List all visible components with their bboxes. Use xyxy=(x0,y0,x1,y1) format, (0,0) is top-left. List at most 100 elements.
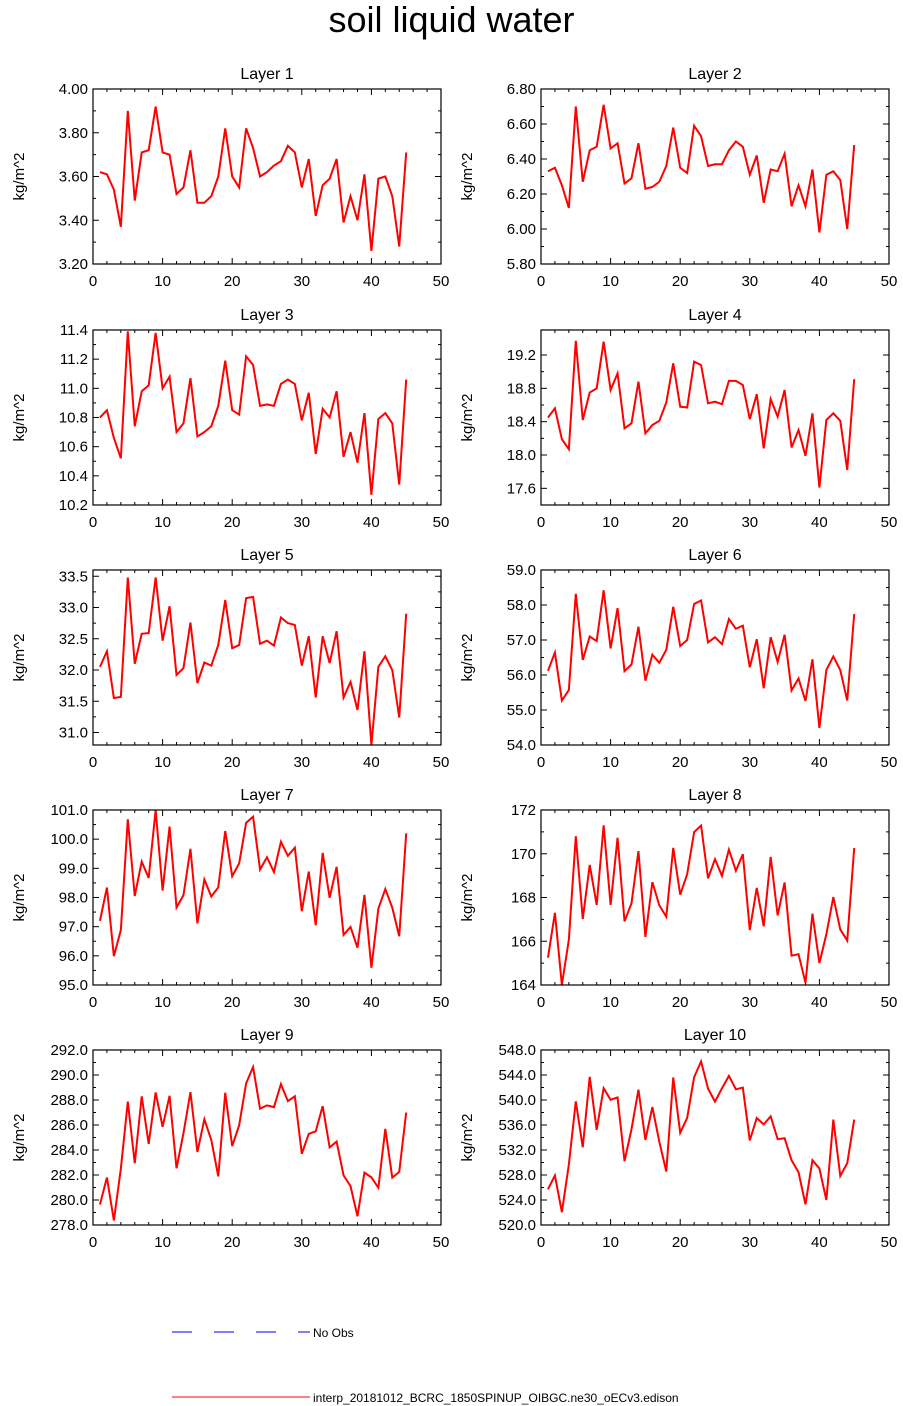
plot-frame xyxy=(92,88,442,265)
panel-title: Layer 2 xyxy=(688,66,741,83)
chart-panel-5: Layer 5 kg/m^2 0 10 20 30 40 50 31.0 31.5 32.0 32.5… xyxy=(11,547,449,771)
plot-frame xyxy=(92,809,442,986)
y-tick-label: 278.0 xyxy=(50,1217,88,1234)
y-axis-label: kg/m^2 xyxy=(459,1114,476,1162)
y-tick-label: 98.0 xyxy=(59,890,88,907)
panel-title: Layer 5 xyxy=(240,547,293,564)
y-tick-label: 18.8 xyxy=(507,380,536,397)
x-tick-label: 50 xyxy=(881,273,898,290)
y-tick-label: 6.60 xyxy=(507,116,536,133)
y-tick-label: 170 xyxy=(511,846,536,863)
y-tick-label: 528.0 xyxy=(498,1167,536,1184)
series-line-1 xyxy=(98,1063,408,1221)
series-line-1 xyxy=(99,577,408,746)
series-line-1 xyxy=(547,340,856,488)
x-tick-label: 0 xyxy=(537,1234,545,1251)
chart-panel-10: Layer 10 kg/m^2 0 10 20 30 40 50 520.0 524.0 528.0… xyxy=(459,1027,897,1251)
x-tick-label: 40 xyxy=(363,514,380,531)
y-tick-label: 95.0 xyxy=(59,977,88,994)
y-tick-label: 17.6 xyxy=(507,480,536,497)
y-tick-label: 532.0 xyxy=(498,1142,536,1159)
y-axis-label: kg/m^2 xyxy=(459,634,476,682)
y-axis-label: kg/m^2 xyxy=(459,153,476,201)
series-line-1 xyxy=(99,106,408,251)
x-tick-label: 30 xyxy=(293,994,310,1011)
y-tick-label: 544.0 xyxy=(498,1067,536,1084)
y-tick-label: 280.0 xyxy=(50,1192,88,1209)
x-tick-label: 20 xyxy=(672,994,689,1011)
y-tick-label: 55.0 xyxy=(507,702,536,719)
y-tick-label: 172 xyxy=(511,802,536,819)
x-tick-label: 40 xyxy=(811,994,828,1011)
x-tick-label: 0 xyxy=(89,1234,97,1251)
x-tick-label: 0 xyxy=(537,994,545,1011)
y-tick-label: 286.0 xyxy=(50,1117,88,1134)
y-tick-label: 284.0 xyxy=(50,1142,88,1159)
x-tick-label: 20 xyxy=(224,514,241,531)
y-tick-label: 11.2 xyxy=(60,351,88,368)
chart-panel-9: Layer 9 kg/m^2 0 10 20 30 40 50 278.0 280.0 282.0 2… xyxy=(11,1027,449,1251)
y-tick-label: 536.0 xyxy=(498,1117,536,1134)
y-tick-label: 18.0 xyxy=(507,447,536,464)
y-tick-label: 6.40 xyxy=(507,151,536,168)
x-tick-label: 10 xyxy=(602,754,619,771)
x-tick-label: 50 xyxy=(433,1234,450,1251)
y-axis-label: kg/m^2 xyxy=(11,394,28,442)
y-tick-label: 548.0 xyxy=(498,1042,536,1059)
plot-frame xyxy=(92,1049,442,1226)
y-tick-label: 3.20 xyxy=(59,256,88,273)
plot-frame xyxy=(92,569,442,746)
x-tick-label: 20 xyxy=(224,1234,241,1251)
chart-panel-1: Layer 1 kg/m^2 0 10 20 30 40 50 3.20 3.40 3.60 3.80… xyxy=(11,66,449,290)
x-tick-label: 30 xyxy=(293,754,310,771)
y-tick-label: 32.5 xyxy=(59,631,88,648)
y-tick-label: 288.0 xyxy=(50,1092,88,1109)
x-tick-label: 0 xyxy=(537,273,545,290)
x-tick-label: 10 xyxy=(602,273,619,290)
charts-area: Layer 1 kg/m^2 0 10 20 30 40 50 3.20 3.40 3.60 3.80… xyxy=(11,66,898,1251)
y-tick-label: 57.0 xyxy=(507,632,536,649)
series-line-1 xyxy=(547,104,856,233)
plot-frame xyxy=(540,809,890,986)
x-tick-label: 10 xyxy=(154,754,171,771)
x-tick-label: 50 xyxy=(433,273,450,290)
y-tick-label: 101.0 xyxy=(50,802,88,819)
y-tick-label: 100.0 xyxy=(50,831,88,848)
series-line-1 xyxy=(99,331,408,495)
x-tick-label: 0 xyxy=(537,514,545,531)
x-tick-label: 30 xyxy=(741,273,758,290)
x-tick-label: 40 xyxy=(363,994,380,1011)
y-tick-label: 97.0 xyxy=(59,919,88,936)
y-tick-label: 540.0 xyxy=(498,1092,536,1109)
series-line-1 xyxy=(546,823,856,986)
panel-title: Layer 6 xyxy=(688,547,741,564)
x-tick-label: 40 xyxy=(811,273,828,290)
x-tick-label: 40 xyxy=(363,754,380,771)
x-tick-label: 10 xyxy=(154,994,171,1011)
x-tick-label: 50 xyxy=(881,994,898,1011)
series-line-1 xyxy=(98,809,408,968)
x-tick-label: 50 xyxy=(881,754,898,771)
y-tick-label: 59.0 xyxy=(507,562,536,579)
y-axis-label: kg/m^2 xyxy=(11,153,28,201)
panel-title: Layer 10 xyxy=(684,1027,746,1044)
y-tick-label: 56.0 xyxy=(507,667,536,684)
x-tick-label: 40 xyxy=(811,1234,828,1251)
panel-title: Layer 7 xyxy=(240,787,293,804)
y-tick-label: 3.80 xyxy=(59,125,88,142)
x-tick-label: 10 xyxy=(154,514,171,531)
x-tick-label: 30 xyxy=(741,754,758,771)
x-tick-label: 40 xyxy=(811,754,828,771)
y-tick-label: 5.80 xyxy=(507,256,536,273)
y-tick-label: 58.0 xyxy=(507,597,536,614)
x-tick-label: 40 xyxy=(811,514,828,531)
y-tick-label: 31.0 xyxy=(59,725,88,742)
chart-panel-2: Layer 2 kg/m^2 0 10 20 30 40 50 5.80 6.00 6.20 6.40… xyxy=(459,66,897,290)
y-tick-label: 33.0 xyxy=(59,600,88,617)
y-tick-label: 524.0 xyxy=(498,1192,536,1209)
x-tick-label: 10 xyxy=(602,514,619,531)
y-tick-label: 11.4 xyxy=(60,322,88,339)
x-tick-label: 50 xyxy=(433,754,450,771)
x-tick-label: 10 xyxy=(154,273,171,290)
y-tick-label: 520.0 xyxy=(498,1217,536,1234)
